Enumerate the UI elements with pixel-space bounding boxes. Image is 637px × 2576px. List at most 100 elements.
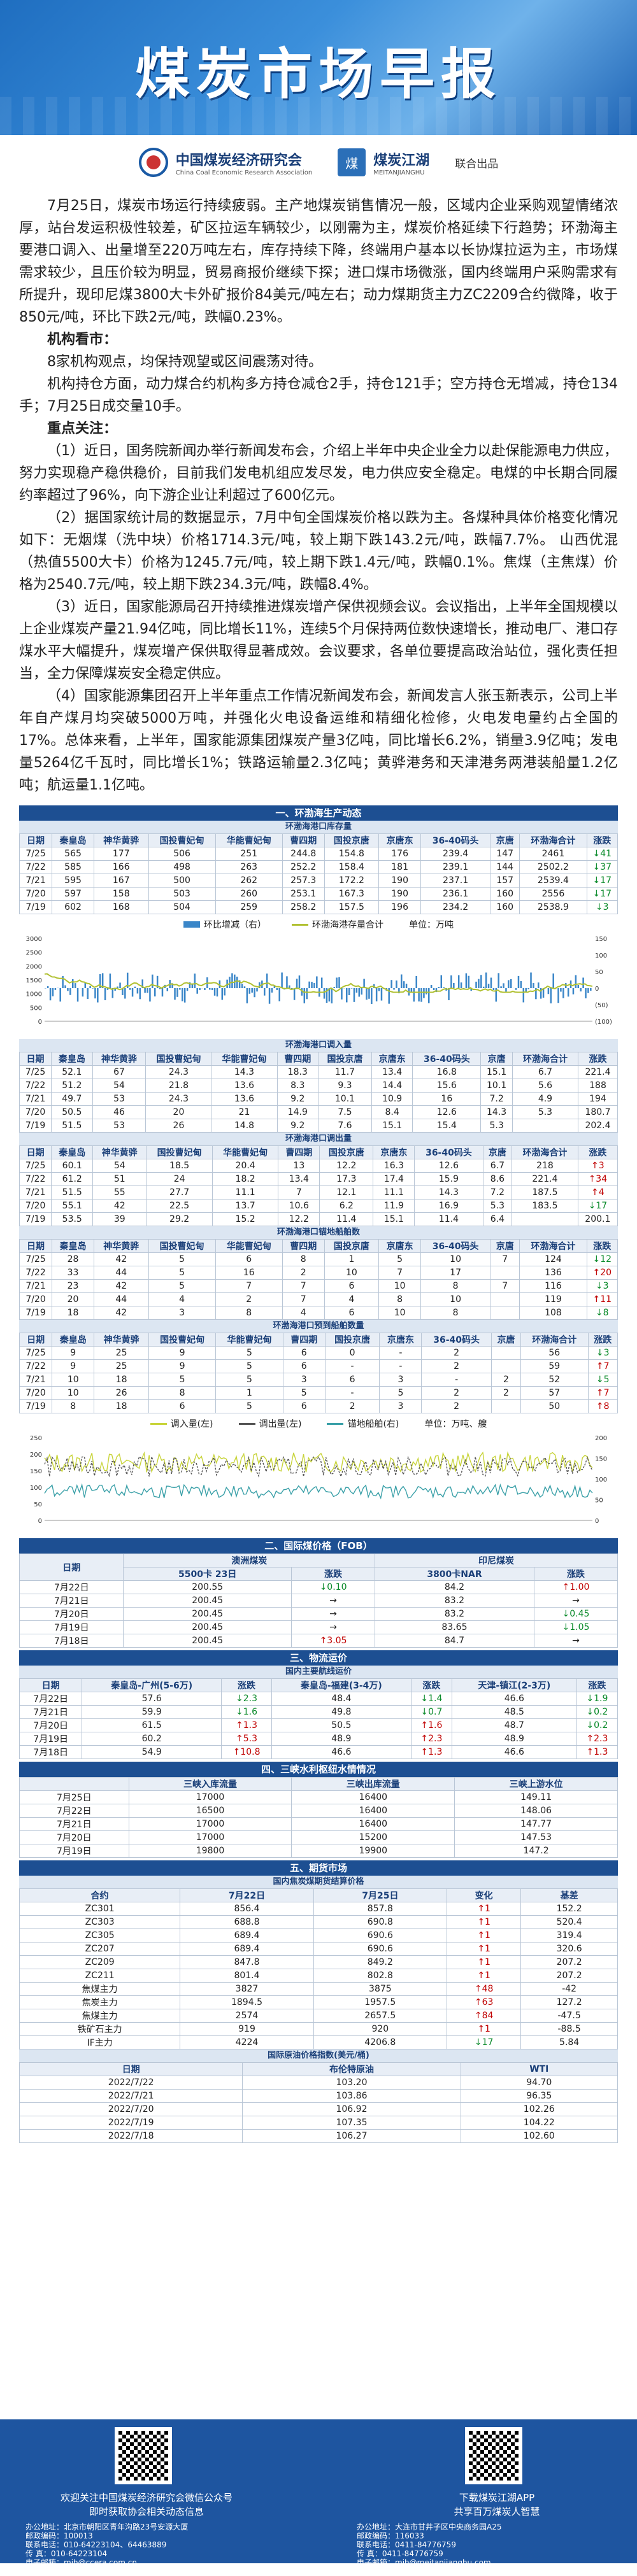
col-header: 三峡入库流量 [129, 1778, 292, 1791]
col-header: 日期 [20, 2063, 243, 2076]
table-cell: 504 [148, 901, 215, 914]
table-cell: 94.70 [461, 2076, 617, 2090]
bar [119, 982, 121, 988]
table-cell: 7月18日 [20, 1634, 124, 1648]
bar [286, 976, 288, 988]
table-cell: 257.3 [282, 874, 324, 888]
table-cell: 2461 [520, 847, 587, 861]
table-cell: 856.4 [180, 1902, 313, 1916]
bar [55, 988, 57, 990]
series-line-in [45, 1453, 592, 1473]
bar [520, 981, 522, 988]
table-cell: → [292, 1621, 375, 1634]
table-cell: 5.3 [483, 1200, 512, 1213]
table-cell: 25 [94, 1360, 149, 1373]
bar [152, 975, 154, 988]
tick-label: 100 [30, 1485, 42, 1492]
bar [530, 972, 532, 988]
bar [418, 988, 420, 1001]
table-cell: 4.9 [512, 1093, 578, 1106]
table-cell: 16 [215, 1266, 282, 1280]
col-header: 曹四期 [282, 1240, 324, 1253]
table-cell: ↓3 [587, 901, 618, 914]
tick-label: 1500 [26, 977, 42, 984]
futures-sub: 国内焦炭煤期货结算价格 [19, 1876, 618, 1888]
table-cell: 46.6 [452, 1692, 576, 1706]
table-cell: 689.4 [180, 1943, 313, 1956]
table-cell: 84.7 [375, 1634, 534, 1648]
bar [249, 988, 251, 994]
bar [368, 988, 370, 999]
bar [236, 977, 238, 988]
col-header: 京唐东 [371, 1052, 413, 1066]
footer-right-cap1: 下载煤炭江湖APP [376, 2491, 618, 2504]
table-cell: 8 [215, 1306, 282, 1320]
table-cell: 7/20 [20, 1387, 52, 1400]
tick-label: 150 [30, 1468, 42, 1475]
bar [438, 987, 440, 988]
table-cell: ↑2.3 [576, 1732, 617, 1746]
table-cell: 200.55 [124, 1581, 292, 1594]
table-cell: 262 [215, 874, 282, 888]
table-cell: 157.5 [324, 901, 379, 914]
table-cell: ↑2.3 [411, 1732, 452, 1746]
table-cell [490, 1266, 520, 1280]
mtjh-name: 煤炭江湖 [373, 149, 429, 169]
table-cell: 10.1 [318, 1093, 372, 1106]
table-cell: 20 [52, 1293, 94, 1306]
table-cell: 8 [148, 1387, 215, 1400]
bar [431, 985, 433, 988]
bar [154, 988, 156, 996]
table-cell: 5 [216, 1360, 283, 1373]
table-cell: 55 [93, 1186, 147, 1200]
table-cell: 48.7 [452, 1719, 576, 1732]
bar [244, 986, 246, 988]
qr-ccera-icon[interactable] [115, 2427, 172, 2484]
bar [518, 976, 520, 988]
footer-info-line: 门户网站：www.meitanjianghu.com [357, 2567, 637, 2576]
report-title: 煤炭市场早报 [0, 29, 637, 109]
table-cell: ↑1.3 [222, 1719, 272, 1732]
col-header: 国投曹妃甸 [148, 1333, 215, 1347]
table-cell: 15.1 [373, 1213, 415, 1226]
table-cell: 12.2 [320, 1159, 373, 1173]
table-cell: 5 [148, 1280, 215, 1293]
table-cell: 14.4 [371, 1079, 413, 1093]
table-cell [491, 1347, 520, 1360]
bar [552, 973, 554, 988]
col-header: 天津-镇江(2-3万) [452, 1679, 576, 1692]
table-cell: 2 [491, 1373, 520, 1387]
col-header: 京唐 [483, 1146, 512, 1159]
table-cell: 8 [52, 1400, 94, 1413]
bar [264, 988, 266, 996]
table-cell: 14.8 [211, 1119, 277, 1133]
bar [222, 988, 224, 1000]
table-cell: 14.3 [415, 1186, 483, 1200]
table-cell: - [325, 1360, 380, 1373]
table-cell: 5 [379, 1253, 421, 1266]
table-cell: 57 [521, 1387, 588, 1400]
bar [441, 975, 443, 988]
table-cell: 11.9 [373, 1200, 415, 1213]
table-cell: 5.3 [481, 1119, 513, 1133]
bar [75, 983, 76, 988]
bar [214, 988, 216, 996]
qr-app-icon[interactable] [465, 2427, 522, 2484]
table-cell: 12.1 [320, 1186, 373, 1200]
table-cell: 188 [578, 1079, 617, 1093]
table-cell: 57.6 [82, 1692, 222, 1706]
freight-sub: 国内主要航线运价 [19, 1666, 618, 1678]
table-cell: 5.6 [512, 1079, 578, 1093]
table-cell: ↓12 [587, 1253, 618, 1266]
tick-label: 3000 [26, 936, 42, 943]
table-cell: 49.8 [271, 1706, 411, 1719]
bar [167, 988, 169, 991]
table-cell: 236.1 [421, 888, 490, 901]
table-cell: 6 [325, 1373, 380, 1387]
